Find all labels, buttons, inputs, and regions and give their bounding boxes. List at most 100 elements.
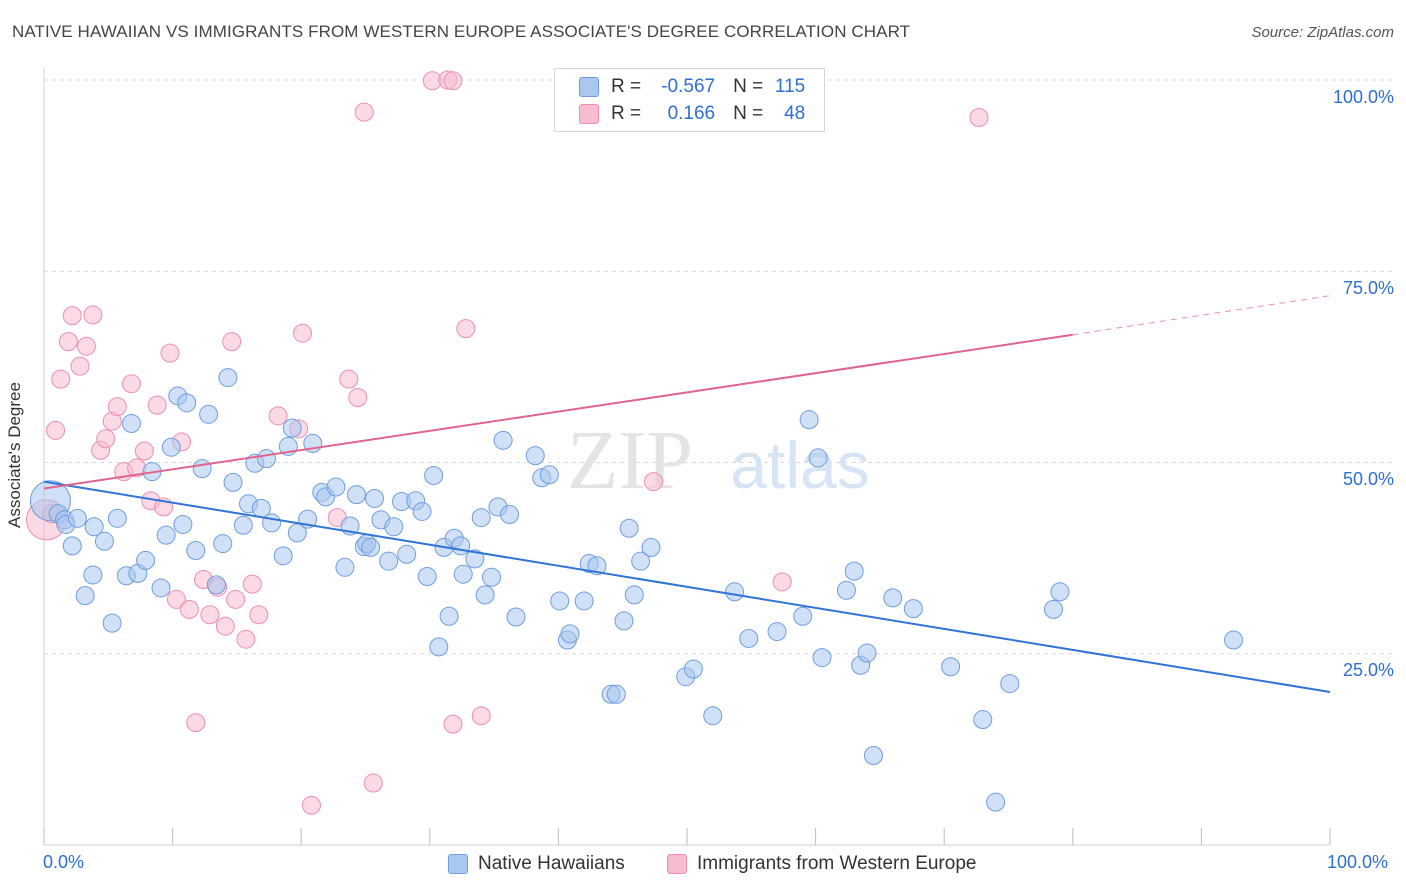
data-point [62,306,82,326]
data-point [941,657,961,677]
gridlines [44,79,1392,655]
y-tick-label: 75.0% [1342,278,1394,298]
data-point [863,745,883,765]
data-point [365,488,385,508]
data-point [173,514,193,534]
data-point [242,574,262,594]
data-point [121,413,141,433]
correlation-legend: R = -0.567 N = 115 R = 0.166 N = 48 [554,68,825,132]
data-point [301,795,321,815]
data-point [96,429,116,449]
data-point [206,575,226,595]
legend-item-native-hawaiians: Native Hawaiians [448,850,625,878]
data-point [179,599,199,619]
data-point [186,713,206,733]
legend-row-immigrants: R = 0.166 N = 48 [579,102,805,126]
chart-title: NATIVE HAWAIIAN VS IMMIGRANTS FROM WESTE… [12,22,911,41]
data-point [249,605,269,625]
data-point [107,508,127,528]
data-point [703,706,723,726]
blue-swatch-icon [579,77,599,97]
data-point [903,599,923,619]
data-point [606,684,626,704]
data-point [493,430,513,450]
data-point [236,629,256,649]
data-point [808,448,828,468]
data-point [161,437,181,457]
data-point [883,588,903,608]
data-point [215,616,235,636]
y-tick-label: 100.0% [1332,87,1394,107]
data-point [156,525,176,545]
data-point [186,540,206,560]
data-point [354,102,374,122]
data-point [739,628,759,648]
data-point [969,107,989,127]
data-point [262,513,282,533]
x-tick-label-max: 100.0% [1327,852,1389,872]
data-point [346,485,366,505]
r-value: -0.567 [661,76,716,97]
data-point [213,534,233,554]
data-point [102,613,122,633]
data-point [348,387,368,407]
data-point [339,369,359,389]
data-point [147,395,167,415]
series-immigrants-western-europe [26,70,989,815]
data-point [550,591,570,611]
series-native-hawaiians [29,368,1244,812]
data-point [192,459,212,479]
data-point [107,397,127,417]
data-point [273,546,293,566]
data-point [51,369,71,389]
data-point [1000,674,1020,694]
data-point [844,561,864,581]
data-point [199,404,219,424]
legend-label: Native Hawaiians [478,853,625,874]
data-point [83,565,103,585]
r-label: R = [611,103,642,124]
trend-lines [43,295,1331,693]
data-point [83,305,103,325]
data-point [151,578,171,598]
trend-line-extension [1072,295,1331,336]
trend-line-immigrants [43,333,1073,490]
data-point [443,714,463,734]
data-point [46,420,66,440]
data-point [94,531,114,551]
axes [43,68,1331,846]
data-point [683,659,703,679]
data-point [475,585,495,605]
n-label: N = [733,76,764,97]
data-point [1050,582,1070,602]
data-point [218,368,238,388]
y-axis-label: Associate's Degree [5,382,24,528]
data-point [76,336,96,356]
legend-label: Immigrants from Western Europe [697,853,977,874]
data-point [443,71,463,91]
data-point [767,622,787,642]
blue-swatch-icon [448,854,468,874]
data-point [67,508,87,528]
r-label: R = [611,76,642,97]
data-point [84,517,104,537]
pink-swatch-icon [667,854,687,874]
n-value: 48 [784,103,806,124]
data-point [560,624,580,644]
data-point [451,536,471,556]
watermark-atlas: atlas [730,428,869,502]
pink-swatch-icon [579,104,599,124]
data-point [62,536,82,556]
n-value: 115 [774,76,806,97]
watermark: ZIP atlas [567,414,870,507]
data-point [812,648,832,668]
data-point [525,446,545,466]
data-point [268,406,288,426]
data-point [799,410,819,430]
data-point [857,643,877,663]
data-point [465,549,485,569]
data-point [471,508,491,528]
data-point [1224,630,1244,650]
data-point [725,582,745,602]
